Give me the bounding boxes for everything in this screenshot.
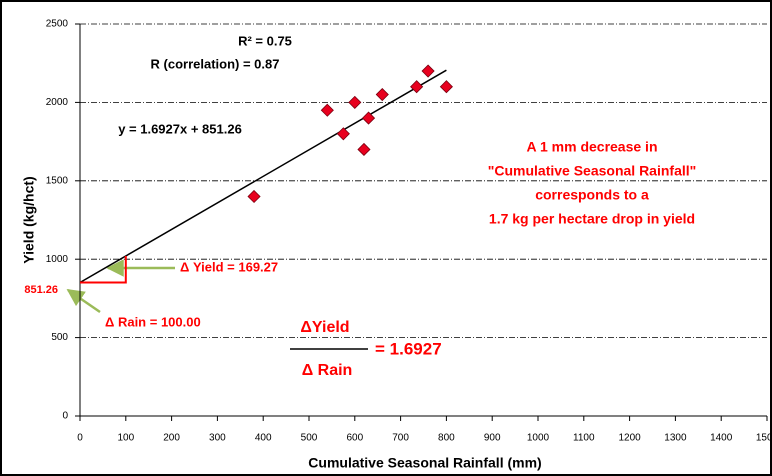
delta-rain-label: Δ Rain = 100.00	[105, 314, 201, 329]
slope-triangle	[80, 255, 127, 284]
x-axis-title: Cumulative Seasonal Rainfall (mm)	[308, 455, 541, 471]
x-tick-label: 500	[301, 433, 318, 444]
y-tick-label: 1500	[46, 175, 69, 186]
x-tick-label: 700	[392, 433, 409, 444]
y-tick-label: 1000	[46, 254, 69, 265]
x-tick-label: 1100	[573, 433, 595, 444]
point	[421, 64, 435, 78]
fraction-top: ΔYield	[300, 319, 349, 336]
note-line: 1.7 kg per hectare drop in yield	[489, 211, 695, 227]
y-tick-label: 0	[62, 411, 68, 422]
x-tick-label: 1000	[527, 433, 550, 444]
delta-yield-label: Δ Yield = 169.27	[180, 259, 278, 274]
point	[410, 80, 424, 94]
point	[247, 189, 261, 204]
x-tick-label: 100	[117, 433, 134, 444]
point	[361, 111, 376, 125]
intercept-label: 851.26	[24, 284, 58, 296]
x-tick-label: 900	[484, 433, 501, 444]
trendline	[79, 69, 447, 284]
x-tick-label: 300	[209, 433, 226, 444]
point	[439, 80, 453, 94]
x-tick-label: 600	[346, 433, 363, 444]
x-tick-label: 200	[163, 433, 180, 444]
x-tick-label: 0	[77, 433, 83, 444]
point	[320, 103, 334, 117]
correlation: R (correlation) = 0.87	[151, 56, 280, 71]
x-tick-label: 1200	[618, 433, 641, 444]
point	[375, 87, 389, 102]
x-tick-label: 1500	[756, 433, 772, 444]
point	[348, 95, 362, 109]
fraction-bottom: Δ Rain	[302, 362, 353, 379]
r-squared: R² = 0.75	[238, 33, 292, 48]
y-tick-label: 2500	[46, 19, 69, 30]
x-tick-label: 1400	[710, 433, 733, 444]
note-line: A 1 mm decrease in	[527, 139, 658, 155]
equation: y = 1.6927x + 851.26	[118, 121, 242, 136]
x-tick-label: 800	[438, 433, 455, 444]
x-tick-label: 1300	[664, 433, 687, 444]
y-axis-title: Yield (kg/hct)	[21, 176, 37, 263]
point	[357, 142, 371, 157]
y-tick-label: 500	[51, 332, 68, 343]
y-tick-label: 2000	[46, 97, 69, 108]
x-tick-label: 400	[255, 433, 272, 444]
note-line: "Cumulative Seasonal Rainfall"	[488, 163, 697, 179]
point	[336, 127, 350, 141]
fraction-result: = 1.6927	[375, 339, 442, 358]
arrow	[66, 288, 101, 314]
note-line: corresponds to a	[535, 187, 649, 203]
